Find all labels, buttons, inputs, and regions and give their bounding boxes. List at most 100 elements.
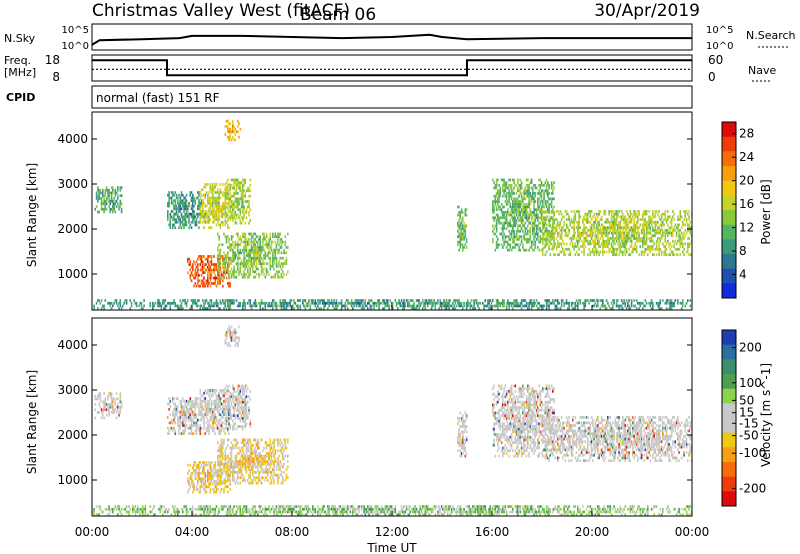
heatmap-cell xyxy=(465,240,468,244)
heatmap-cell xyxy=(668,307,670,310)
heatmap-cell xyxy=(220,220,223,224)
heatmap-cell xyxy=(613,212,615,216)
heatmap-cell xyxy=(244,400,247,404)
heatmap-cell xyxy=(249,273,252,276)
heatmap-cell xyxy=(369,299,372,302)
heatmap-cell xyxy=(117,403,119,406)
heatmap-cell xyxy=(254,238,257,241)
heatmap-cell xyxy=(580,234,583,238)
heatmap-cell xyxy=(217,246,219,249)
heatmap-cell xyxy=(218,307,220,310)
heatmap-cell xyxy=(667,229,669,232)
heatmap-cell xyxy=(229,205,232,209)
heatmap-cell xyxy=(510,224,513,228)
heatmap-cell xyxy=(680,307,683,310)
heatmap-cell xyxy=(203,397,205,400)
heatmap-cell xyxy=(505,194,508,198)
heatmap-cell xyxy=(637,239,639,243)
heatmap-cell xyxy=(224,333,227,337)
heatmap-cell xyxy=(550,181,553,184)
heatmap-cell xyxy=(229,243,232,247)
heatmap-cell xyxy=(229,197,232,201)
heatmap-cell xyxy=(245,211,248,214)
heatmap-cell xyxy=(503,189,505,193)
heatmap-cell xyxy=(110,307,113,310)
heatmap-cell xyxy=(533,184,535,187)
heatmap-cell xyxy=(215,263,218,266)
heatmap-cell xyxy=(637,231,639,235)
heatmap-cell xyxy=(232,259,234,263)
heatmap-cell xyxy=(235,184,238,187)
heatmap-cell xyxy=(314,304,317,308)
heatmap-cell xyxy=(199,204,202,208)
heatmap-cell xyxy=(224,301,227,305)
heatmap-cell xyxy=(443,299,445,302)
heatmap-cell xyxy=(190,421,193,425)
heatmap-cell xyxy=(229,135,232,139)
heatmap-cell xyxy=(512,205,514,209)
heatmap-cell xyxy=(574,307,577,310)
heatmap-cell xyxy=(684,212,687,216)
heatmap-cell xyxy=(492,178,494,182)
heatmap-cell xyxy=(554,307,557,310)
heatmap-cell xyxy=(227,397,229,400)
heatmap-cell xyxy=(632,234,634,238)
heatmap-cell xyxy=(350,301,353,305)
heatmap-cell xyxy=(548,211,550,214)
heatmap-cell xyxy=(224,125,227,128)
heatmap-cell xyxy=(517,200,519,203)
heatmap-cell xyxy=(172,191,174,194)
heatmap-cell xyxy=(190,429,193,433)
heatmap-cell xyxy=(635,239,638,243)
heatmap-cell xyxy=(362,299,364,302)
heatmap-cell xyxy=(592,231,594,235)
heatmap-cell xyxy=(230,275,233,279)
heatmap-cell xyxy=(265,301,268,305)
heatmap-cell xyxy=(629,253,632,256)
heatmap-cell xyxy=(225,384,228,388)
heatmap-cell xyxy=(259,262,262,265)
heatmap-cell xyxy=(552,192,554,195)
heatmap-cell xyxy=(547,181,549,184)
heatmap-cell xyxy=(624,304,627,308)
heatmap-cell xyxy=(574,231,577,235)
heatmap-cell xyxy=(177,207,179,211)
heatmap-cell xyxy=(549,237,552,240)
heatmap-cell xyxy=(178,218,180,221)
heatmap-cell xyxy=(125,301,128,305)
heatmap-cell xyxy=(272,232,274,236)
heatmap-cell xyxy=(560,304,563,308)
heatmap-cell xyxy=(195,274,198,277)
heatmap-cell xyxy=(213,202,215,205)
heatmap-cell xyxy=(238,135,240,139)
heatmap-cell xyxy=(528,248,530,252)
heatmap-cell xyxy=(103,304,105,308)
heatmap-cell xyxy=(250,262,253,265)
heatmap-cell xyxy=(523,202,525,206)
heatmap-cell xyxy=(513,238,515,241)
heatmap-cell xyxy=(684,304,687,308)
heatmap-cell xyxy=(243,259,245,263)
heatmap-cell xyxy=(223,399,225,403)
heatmap-cell xyxy=(118,207,120,211)
heatmap-cell xyxy=(202,188,204,192)
heatmap-cell xyxy=(445,304,448,308)
heatmap-cell xyxy=(234,270,237,274)
heatmap-cell xyxy=(475,301,478,305)
heatmap-cell xyxy=(527,307,529,310)
heatmap-cell xyxy=(264,307,267,310)
heatmap-cell xyxy=(235,414,238,417)
heatmap-cell xyxy=(229,336,232,340)
heatmap-cell xyxy=(627,304,629,308)
heatmap-cell xyxy=(230,400,233,404)
heatmap-cell xyxy=(234,240,237,244)
heatmap-cell xyxy=(614,231,617,235)
heatmap-cell xyxy=(509,178,512,182)
heatmap-cell xyxy=(192,405,194,408)
heatmap-cell xyxy=(188,482,190,486)
heatmap-cell xyxy=(502,213,504,217)
heatmap-cell xyxy=(284,299,287,302)
heatmap-cell xyxy=(619,226,622,229)
heatmap-cell xyxy=(104,299,107,302)
heatmap-cell xyxy=(213,218,215,221)
